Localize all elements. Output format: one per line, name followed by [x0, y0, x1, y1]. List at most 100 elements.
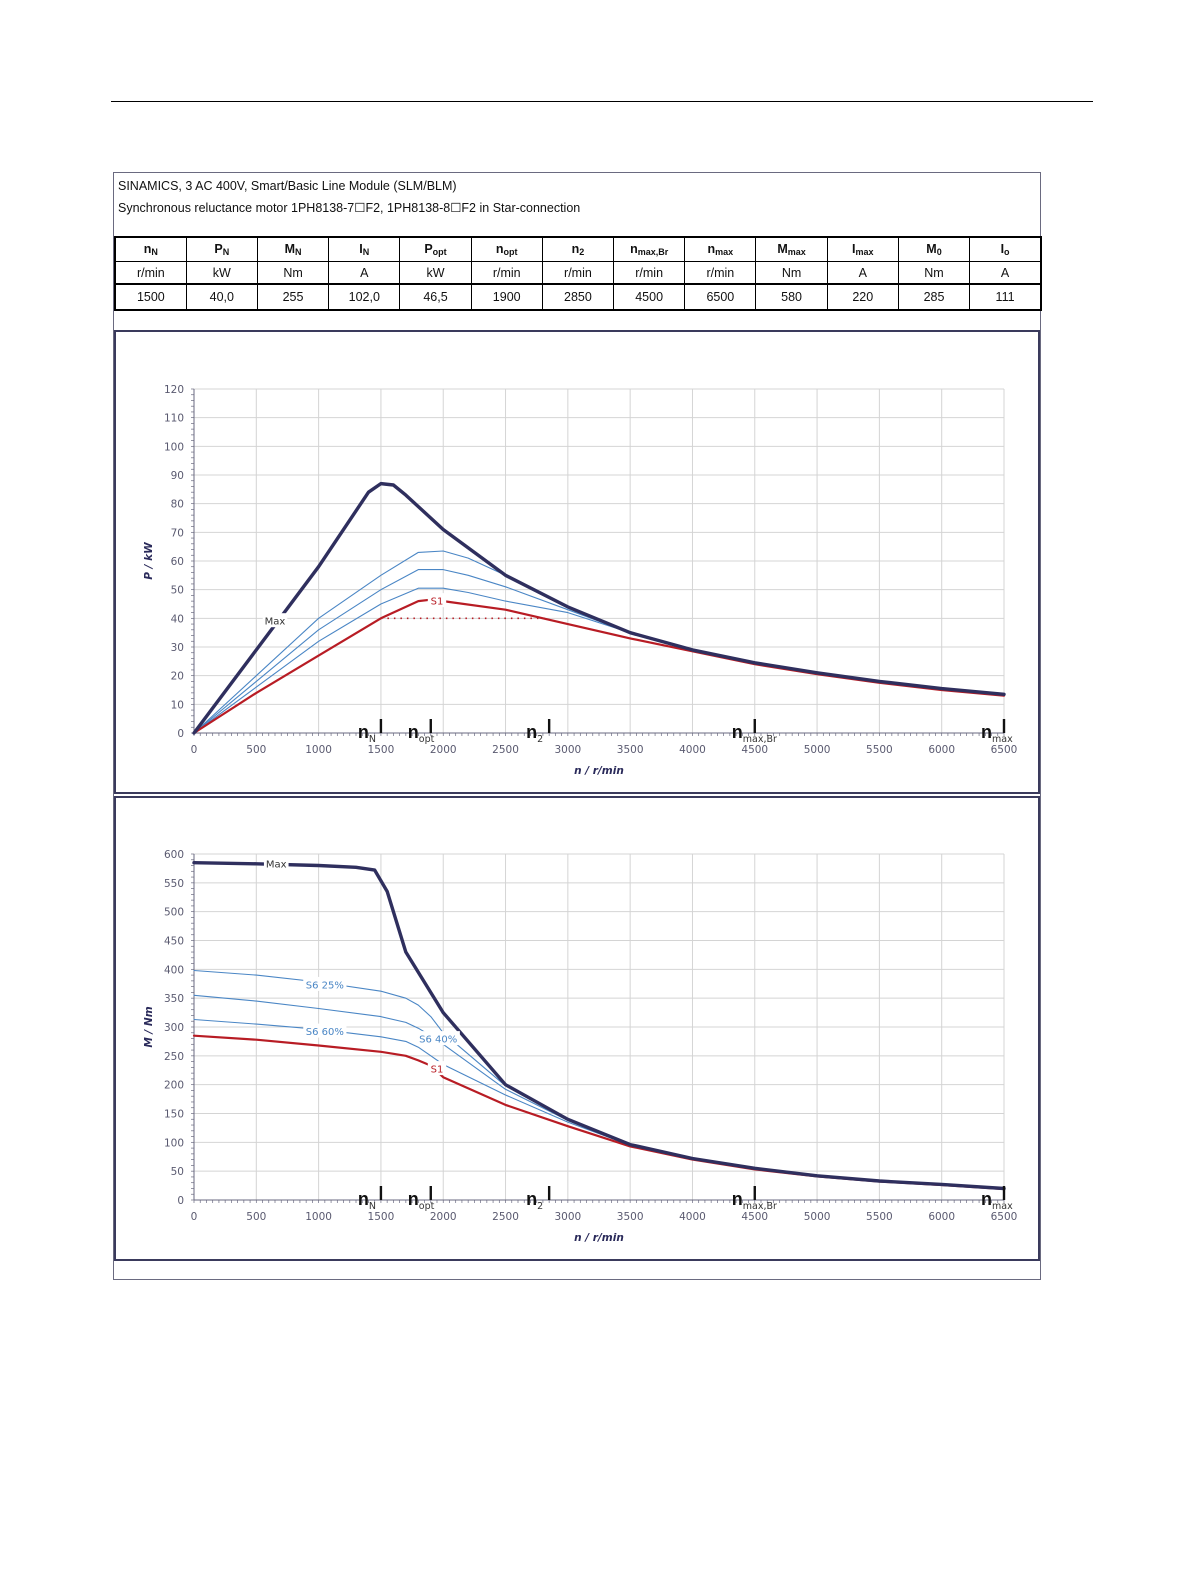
speed-marker: n max	[981, 719, 1013, 745]
x-tick-label: 6500	[991, 1211, 1018, 1223]
specs-table: nN PN MN IN Popt nopt n2 nmax,Br nmax Mmax Imax M0 I…	[113, 236, 1043, 311]
spec-unit: r/min	[541, 261, 615, 285]
spec-unit: Nm	[897, 261, 971, 285]
spec-value: 102,0	[328, 283, 401, 311]
series-line	[193, 969, 1005, 1190]
x-tick-label: 500	[246, 1211, 266, 1223]
y-tick-label: 40	[171, 613, 184, 625]
speed-marker: n max,Br	[732, 1186, 777, 1212]
x-tick-label: 0	[191, 744, 198, 756]
y-axis-title: P / kW	[143, 542, 155, 580]
series-line	[193, 587, 1005, 734]
torque-chart: 0 500 1000 1500 2000 2500 3000 3500 4000 4500 5000…	[143, 849, 1018, 1244]
spec-unit: r/min	[684, 261, 757, 285]
x-axis-title: n / r/min	[574, 765, 624, 777]
spec-value: 255	[256, 283, 330, 311]
speed-marker-symbol: n	[358, 722, 369, 742]
y-tick-label: 200	[164, 1080, 184, 1092]
x-tick-label: 2000	[430, 744, 457, 756]
curve-label-bg	[427, 593, 447, 608]
spec-unit: Nm	[256, 261, 330, 285]
spec-value: 580	[755, 283, 828, 311]
speed-marker-subscript: N	[369, 734, 376, 745]
specs-value-row: 1500 40,0 255 102,0 46,5 1900 2850 4500 6500 580 2…	[113, 283, 1043, 311]
spec-symbol: Mmax	[755, 236, 828, 262]
speed-marker-subscript: 2	[537, 1201, 543, 1212]
torque-chart-panel: 0 500 1000 1500 2000 2500 3000 3500 4000 4500 5000…	[114, 796, 1040, 1261]
speed-marker-symbol: n	[732, 722, 743, 742]
x-tick-label: 6000	[928, 1211, 955, 1223]
spec-unit: A	[969, 261, 1043, 285]
y-tick-label: 0	[177, 728, 184, 740]
y-tick-label: 10	[171, 699, 184, 711]
series-line	[192, 481, 1006, 735]
spec-unit: r/min	[613, 261, 686, 285]
x-tick-label: 0	[191, 1211, 198, 1223]
spec-symbol: nmax,Br	[613, 236, 686, 262]
x-tick-label: 4000	[679, 1211, 706, 1223]
x-tick-label: 500	[246, 744, 266, 756]
x-tick-label: 2500	[492, 744, 519, 756]
spec-symbol: Imax	[826, 236, 899, 262]
spec-unit: Nm	[755, 261, 828, 285]
spec-symbol: nN	[113, 236, 187, 262]
x-tick-label: 4000	[679, 744, 706, 756]
spec-symbol: PN	[185, 236, 258, 262]
curve-label-bg	[303, 976, 347, 991]
speed-marker: n opt	[408, 1186, 435, 1212]
x-tick-label: 1000	[305, 744, 332, 756]
speed-marker: n opt	[408, 719, 435, 745]
curve-label-bg	[263, 855, 289, 870]
spec-symbol: Popt	[399, 236, 472, 262]
curve-label: S6 25%	[306, 980, 344, 991]
speed-marker-subscript: opt	[419, 1201, 435, 1212]
speed-marker-symbol: n	[526, 722, 537, 742]
y-tick-label: 250	[164, 1051, 184, 1063]
y-tick-label: 0	[177, 1195, 184, 1207]
x-tick-label: 6000	[928, 744, 955, 756]
speed-marker-symbol: n	[358, 1189, 369, 1209]
minor-ticks	[191, 388, 1005, 736]
specs-header-row: nN PN MN IN Popt nopt n2 nmax,Br nmax Mmax Imax M0 I…	[113, 236, 1043, 262]
y-tick-label: 80	[171, 499, 184, 511]
x-axis-title: n / r/min	[574, 1232, 624, 1244]
speed-marker-symbol: n	[732, 1189, 743, 1209]
y-tick-label: 350	[164, 993, 184, 1005]
x-tick-label: 5000	[804, 744, 831, 756]
speed-marker-subscript: max,Br	[743, 1201, 777, 1212]
y-tick-label: 400	[164, 964, 184, 976]
grid	[193, 388, 1005, 734]
x-tick-label: 2000	[430, 1211, 457, 1223]
spec-value: 1500	[113, 283, 187, 311]
speed-marker-subscript: max	[992, 734, 1013, 745]
x-tick-label: 1000	[305, 1211, 332, 1223]
speed-marker: n max	[981, 1186, 1013, 1212]
speed-marker-subscript: max	[992, 1201, 1013, 1212]
speed-marker-subscript: max,Br	[743, 734, 777, 745]
curve-label: S1	[431, 1065, 444, 1076]
y-tick-label: 50	[171, 585, 184, 597]
x-tick-label: 3000	[554, 1211, 581, 1223]
spec-symbol: Io	[969, 236, 1043, 262]
datasheet: SINAMICS, 3 AC 400V, Smart/Basic Line Mo…	[113, 172, 1043, 1280]
speed-marker-subscript: 2	[537, 734, 543, 745]
y-tick-label: 90	[171, 470, 184, 482]
spec-value: 1900	[470, 283, 543, 311]
y-tick-label: 600	[164, 849, 184, 861]
x-tick-label: 2500	[492, 1211, 519, 1223]
spec-symbol: M0	[897, 236, 971, 262]
spec-symbol: nopt	[470, 236, 543, 262]
spec-unit: A	[328, 261, 401, 285]
spec-unit: kW	[185, 261, 258, 285]
y-tick-label: 100	[164, 441, 184, 453]
curve-label-bg	[262, 613, 288, 628]
y-axis-title: M / Nm	[143, 1006, 155, 1047]
speed-marker-symbol: n	[408, 1189, 419, 1209]
y-tick-label: 50	[171, 1166, 184, 1178]
x-tick-label: 4500	[741, 744, 768, 756]
series-line	[192, 860, 1006, 1191]
